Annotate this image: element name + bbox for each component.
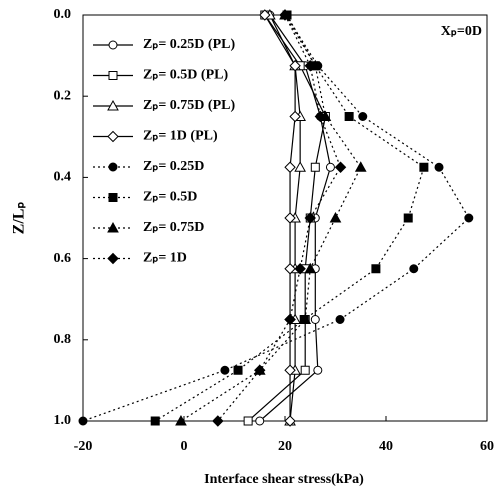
y-tick-label: 1.0 xyxy=(54,413,72,428)
legend-label: Zₚ= 0.75D (PL) xyxy=(143,98,235,113)
marker xyxy=(294,263,306,275)
marker xyxy=(150,416,160,426)
legend-label: Zₚ= 0.5D xyxy=(143,190,197,205)
x-tick-label: 0 xyxy=(181,439,188,454)
legend-label: Zₚ= 1D (PL) xyxy=(143,129,218,144)
marker xyxy=(107,252,119,265)
x-tick-label: 60 xyxy=(480,439,494,454)
series-line xyxy=(180,14,362,422)
marker xyxy=(212,415,224,427)
marker xyxy=(289,110,301,123)
marker xyxy=(299,313,312,324)
marker xyxy=(284,212,296,224)
x-axis-label: Interface shear stress(kPa) xyxy=(204,472,364,487)
marker xyxy=(108,193,118,202)
marker xyxy=(313,365,323,375)
marker xyxy=(335,315,345,324)
marker xyxy=(304,262,317,274)
y-tick-label: 0.8 xyxy=(54,332,72,347)
y-tick-label: 0.2 xyxy=(54,88,72,103)
marker xyxy=(329,211,342,223)
marker xyxy=(255,416,265,426)
marker xyxy=(175,414,187,426)
marker xyxy=(108,162,118,172)
legend-label: Zₚ= 0.25D xyxy=(143,159,204,174)
marker xyxy=(294,161,306,172)
marker xyxy=(304,212,316,224)
marker xyxy=(304,60,316,72)
marker xyxy=(284,263,296,275)
marker xyxy=(284,364,296,376)
marker xyxy=(344,112,354,121)
y-tick-label: 0.6 xyxy=(54,251,72,266)
legend-label: Zₚ= 1D xyxy=(143,251,187,266)
legend-label: Zₚ= 0.25D (PL) xyxy=(143,37,235,52)
marker xyxy=(434,162,444,172)
marker xyxy=(254,364,266,376)
marker xyxy=(325,162,335,172)
marker xyxy=(464,213,474,223)
x-tick-label: -20 xyxy=(74,439,93,454)
marker xyxy=(259,9,271,21)
series-line xyxy=(82,14,470,422)
marker xyxy=(108,40,118,50)
marker xyxy=(243,416,253,426)
marker xyxy=(409,264,419,274)
marker xyxy=(220,365,230,375)
series-line xyxy=(217,14,342,422)
marker xyxy=(334,161,347,173)
x-tick-label: 20 xyxy=(278,439,292,454)
marker xyxy=(279,9,291,21)
marker xyxy=(314,110,327,123)
marker xyxy=(371,264,381,274)
marker xyxy=(107,99,119,111)
marker xyxy=(403,213,413,223)
marker xyxy=(289,60,301,72)
marker xyxy=(78,416,88,426)
marker xyxy=(354,161,367,172)
annotation: Xₚ=0D xyxy=(441,24,482,39)
marker xyxy=(419,162,429,172)
legend-label: Zₚ= 0.75D xyxy=(143,220,204,235)
x-tick-label: 40 xyxy=(379,439,393,454)
marker xyxy=(107,130,119,143)
marker xyxy=(310,162,320,172)
marker xyxy=(300,365,310,375)
series-line xyxy=(154,14,425,422)
marker xyxy=(107,221,119,233)
marker xyxy=(310,315,320,324)
marker xyxy=(358,112,368,121)
marker xyxy=(284,313,296,326)
marker xyxy=(284,161,296,173)
marker xyxy=(284,415,296,427)
marker xyxy=(233,365,243,375)
y-axis-label: Z/Lₚ xyxy=(11,202,28,235)
y-tick-label: 0.4 xyxy=(54,170,72,185)
legend-label: Zₚ= 0.5D (PL) xyxy=(143,68,228,83)
marker xyxy=(108,71,118,80)
y-tick-label: 0.0 xyxy=(54,7,72,22)
